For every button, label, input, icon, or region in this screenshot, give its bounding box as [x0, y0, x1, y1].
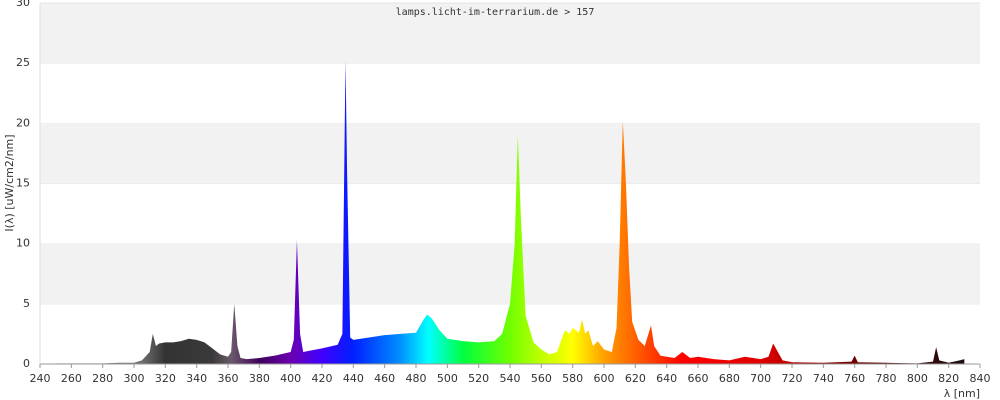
x-tick-label: 420 — [312, 372, 333, 385]
y-tick-label: 10 — [16, 237, 30, 250]
x-tick-label: 820 — [938, 372, 959, 385]
y-tick-label: 5 — [23, 297, 30, 310]
x-tick-label: 500 — [437, 372, 458, 385]
x-tick-label: 580 — [562, 372, 583, 385]
y-tick-label: 20 — [16, 116, 30, 129]
x-tick-label: 680 — [719, 372, 740, 385]
grid-band — [40, 3, 980, 64]
y-axis-label: I(λ) [uW/cm2/nm] — [3, 134, 16, 231]
x-tick-label: 640 — [656, 372, 677, 385]
x-tick-label: 340 — [186, 372, 207, 385]
x-tick-label: 760 — [844, 372, 865, 385]
x-tick-label: 520 — [468, 372, 489, 385]
x-tick-label: 300 — [124, 372, 145, 385]
x-tick-label: 380 — [249, 372, 270, 385]
grid-band — [40, 183, 980, 244]
x-tick-label: 460 — [374, 372, 395, 385]
y-tick-label: 0 — [23, 357, 30, 370]
x-tick-label: 540 — [500, 372, 521, 385]
grid-band — [40, 123, 980, 184]
y-tick-label: 25 — [16, 56, 30, 69]
x-tick-label: 260 — [61, 372, 82, 385]
x-tick-label: 800 — [907, 372, 928, 385]
x-tick-label: 560 — [531, 372, 552, 385]
x-tick-label: 740 — [813, 372, 834, 385]
y-tick-label: 30 — [16, 0, 30, 9]
x-tick-label: 400 — [280, 372, 301, 385]
x-tick-label: 600 — [594, 372, 615, 385]
x-tick-label: 320 — [155, 372, 176, 385]
x-tick-label: 700 — [750, 372, 771, 385]
x-tick-label: 280 — [92, 372, 113, 385]
x-tick-label: 780 — [876, 372, 897, 385]
x-tick-label: 480 — [406, 372, 427, 385]
x-tick-label: 360 — [218, 372, 239, 385]
grid-band — [40, 243, 980, 304]
x-axis-label: λ [nm] — [944, 387, 980, 400]
x-tick-label: 660 — [688, 372, 709, 385]
x-tick-label: 440 — [343, 372, 364, 385]
grid-band — [40, 63, 980, 124]
chart-title: lamps.licht-im-terrarium.de > 157 — [396, 7, 595, 18]
x-tick-label: 240 — [30, 372, 51, 385]
x-tick-label: 720 — [782, 372, 803, 385]
x-tick-label: 840 — [970, 372, 991, 385]
y-tick-label: 15 — [16, 177, 30, 190]
x-tick-label: 620 — [625, 372, 646, 385]
